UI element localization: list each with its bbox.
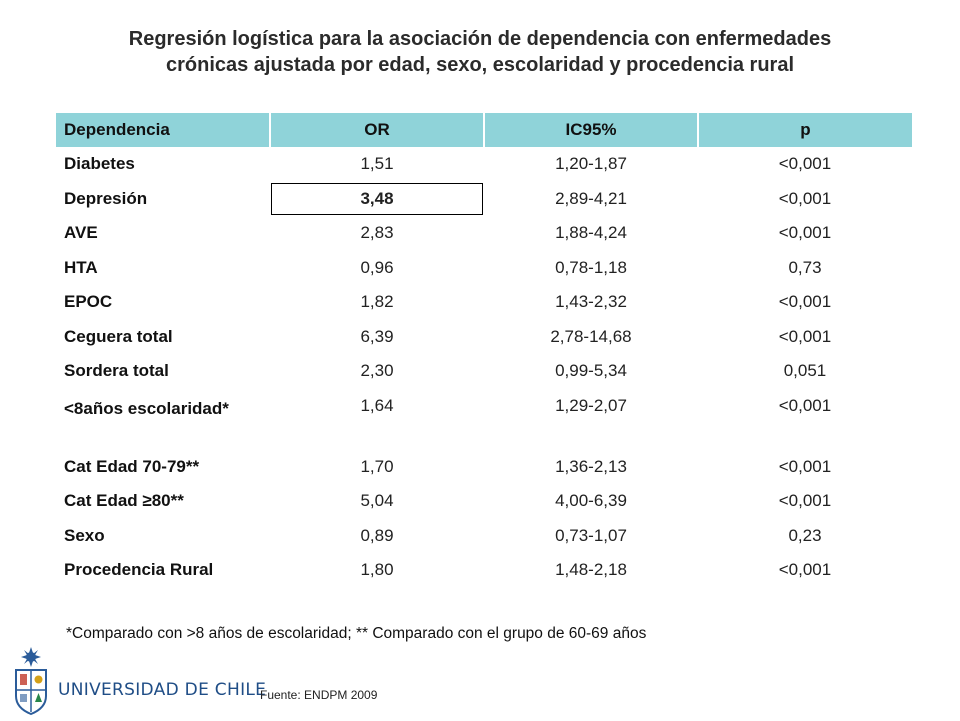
header-p: p: [698, 113, 912, 147]
table-row: Ceguera total 6,39 2,78-14,68 <0,001: [56, 320, 912, 355]
row-label: Sexo: [64, 525, 105, 545]
p-value: <0,001: [778, 292, 832, 312]
table-row: Cat Edad ≥80** 5,04 4,00-6,39 <0,001: [56, 484, 912, 519]
footnote: *Comparado con >8 años de escolaridad; *…: [66, 625, 647, 642]
row-label: Cat Edad ≥80**: [64, 491, 184, 511]
row-label: Procedencia Rural: [64, 560, 214, 580]
table-row: EPOC 1,82 1,43-2,32 <0,001: [56, 285, 912, 320]
regression-table: Dependencia OR IC95% p Diabetes 1,51 1,2…: [56, 113, 912, 588]
header-ic95: IC95%: [484, 113, 699, 147]
university-seal-icon: [10, 646, 52, 716]
p-value: <0,001: [778, 560, 832, 580]
ic95-value: 0,73-1,07: [555, 525, 627, 545]
p-value: 0,73: [788, 257, 822, 277]
ic95-value: 2,78-14,68: [550, 326, 632, 346]
table-row: Sordera total 2,30 0,99-5,34 0,051: [56, 354, 912, 389]
or-value: 1,64: [360, 395, 394, 415]
ic95-value: 1,43-2,32: [555, 292, 627, 312]
ic95-value: 4,00-6,39: [555, 491, 627, 511]
row-label: Diabetes: [64, 154, 135, 174]
table-row: <8años escolaridad* 1,64 1,29-2,07 <0,00…: [56, 389, 912, 450]
header-or: OR: [270, 113, 485, 147]
ic95-value: 0,99-5,34: [555, 361, 627, 381]
p-value: 0,051: [783, 361, 827, 381]
or-value: 1,51: [360, 154, 394, 174]
p-value: 0,23: [788, 525, 822, 545]
or-value: 0,89: [360, 525, 394, 545]
ic95-value: 1,88-4,24: [555, 223, 627, 243]
row-label: Depresión: [64, 188, 148, 208]
or-value: 5,04: [360, 491, 394, 511]
row-label: AVE: [64, 223, 98, 243]
p-value: <0,001: [778, 326, 832, 346]
p-value: <0,001: [778, 395, 832, 415]
table-row: Depresión 3,48 2,89-4,21 <0,001: [56, 182, 912, 217]
row-label: HTA: [64, 257, 98, 277]
table-row: Cat Edad 70-79** 1,70 1,36-2,13 <0,001: [56, 450, 912, 485]
ic95-value: 0,78-1,18: [555, 257, 627, 277]
or-value: 1,70: [360, 456, 394, 476]
title-line-1: Regresión logística para la asociación d…: [128, 28, 832, 50]
or-value: 2,30: [360, 361, 394, 381]
ic95-value: 2,89-4,21: [555, 188, 627, 208]
row-label: Ceguera total: [64, 326, 173, 346]
university-name: UNIVERSIDAD DE CHILE: [58, 680, 267, 700]
or-value: 1,82: [360, 292, 394, 312]
ic95-value: 1,29-2,07: [555, 395, 627, 415]
ic95-value: 1,36-2,13: [555, 456, 627, 476]
table-row: Diabetes 1,51 1,20-1,87 <0,001: [56, 147, 912, 182]
source-note: Fuente: ENDPM 2009: [260, 688, 378, 702]
or-value: 1,80: [360, 560, 394, 580]
table-row: AVE 2,83 1,88-4,24 <0,001: [56, 216, 912, 251]
table-row: Sexo 0,89 0,73-1,07 0,23: [56, 519, 912, 554]
table-row: HTA 0,96 0,78-1,18 0,73: [56, 251, 912, 286]
or-value-highlighted: 3,48: [270, 182, 484, 217]
ic95-value: 1,48-2,18: [555, 560, 627, 580]
row-label: <8años escolaridad*: [64, 398, 229, 418]
ic95-value: 1,20-1,87: [555, 154, 627, 174]
row-label: Cat Edad 70-79**: [64, 456, 200, 476]
or-value: 2,83: [360, 223, 394, 243]
p-value: <0,001: [778, 491, 832, 511]
table-row: Procedencia Rural 1,80 1,48-2,18 <0,001: [56, 553, 912, 588]
p-value: <0,001: [778, 456, 832, 476]
row-label: Sordera total: [64, 361, 169, 381]
p-value: <0,001: [778, 223, 832, 243]
title-line-2: crónicas ajustada por edad, sexo, escola…: [165, 54, 795, 76]
header-dependencia: Dependencia: [56, 113, 271, 147]
or-value: 0,96: [360, 257, 394, 277]
table-header-row: Dependencia OR IC95% p: [56, 113, 912, 147]
p-value: <0,001: [778, 154, 832, 174]
row-label: EPOC: [64, 292, 113, 312]
slide-title: Regresión logística para la asociación d…: [60, 26, 900, 78]
p-value: <0,001: [778, 188, 832, 208]
or-value: 6,39: [360, 326, 394, 346]
